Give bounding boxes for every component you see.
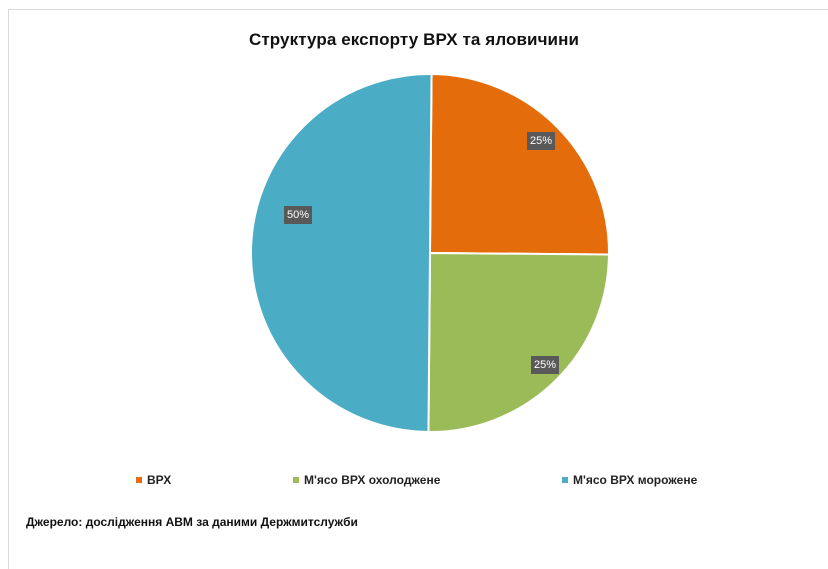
legend-swatch-green [293,477,299,483]
legend-item-frozen-meat: М'ясо ВРХ морожене [562,473,697,487]
pie-slice-frozen-meat [250,73,433,434]
pie-slice-chilled-meat [427,251,611,433]
pie-slice-vrh [428,72,610,256]
pie-chart [250,72,611,434]
legend-item-chilled-meat: М'ясо ВРХ охолоджене [293,473,440,487]
data-label-chilled-meat: 25% [531,356,560,374]
chart-title: Структура експорту ВРХ та яловичини [248,30,580,49]
legend-item-vrh: ВРХ [136,473,171,487]
data-label-frozen-meat: 50% [284,206,313,224]
pie-slices [250,72,611,434]
source-note: Джерело: дослідження АВМ за даними Держм… [26,515,358,529]
chart-frame [8,9,828,569]
legend-swatch-blue [562,477,568,483]
legend-swatch-orange [136,477,142,483]
legend-label: М'ясо ВРХ охолоджене [304,473,441,487]
data-label-vrh: 25% [527,132,556,150]
chart-legend: ВРХ М'ясо ВРХ охолоджене М'ясо ВРХ морож… [0,473,828,489]
legend-label: ВРХ [147,473,172,487]
legend-label: М'ясо ВРХ морожене [573,473,698,487]
